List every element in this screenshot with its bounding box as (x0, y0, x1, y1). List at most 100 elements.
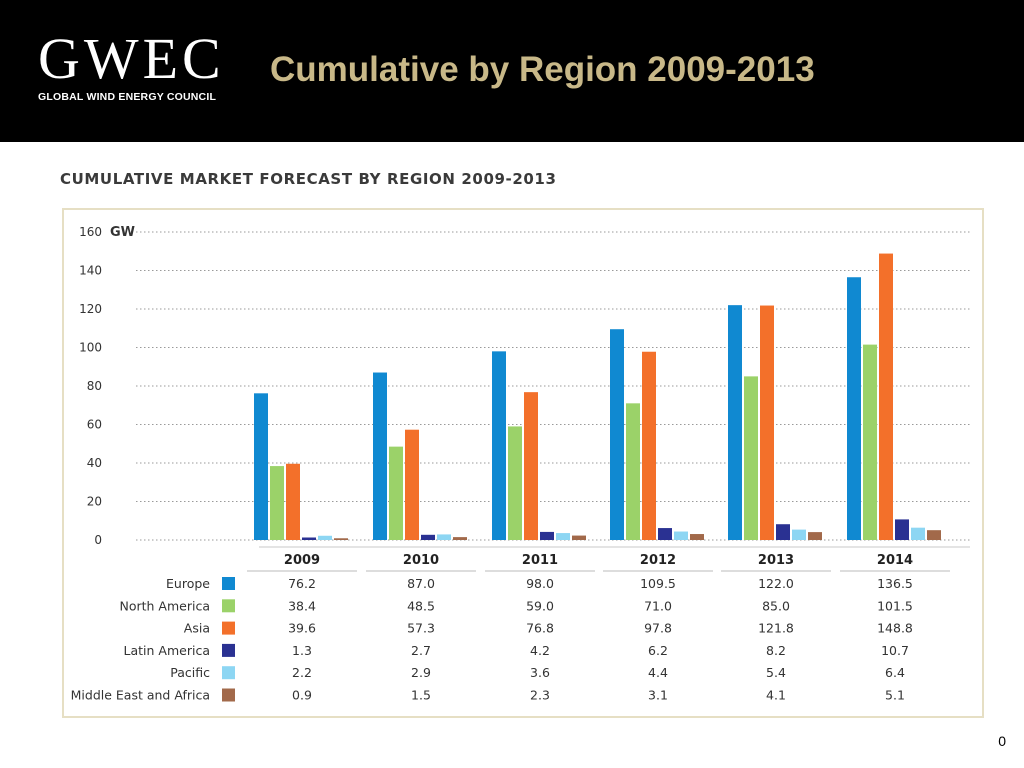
bar-middle-east-and-africa (808, 532, 822, 540)
table-cell-value: 76.2 (288, 576, 316, 591)
table-cell-value: 48.5 (407, 598, 435, 613)
table-year-header: 2011 (522, 553, 558, 568)
page-number: 0 (998, 733, 1006, 749)
y-tick-label: 160 (79, 225, 102, 239)
table-cell-value: 59.0 (526, 598, 554, 613)
legend-label: North America (120, 598, 211, 613)
table-year-header: 2014 (877, 553, 913, 568)
table-cell-value: 4.4 (648, 665, 668, 680)
bar-asia (524, 392, 538, 540)
table-year-header: 2012 (640, 553, 676, 568)
table-cell-value: 0.9 (292, 688, 312, 703)
legend-swatch (222, 577, 235, 590)
chart-heading: CUMULATIVE MARKET FORECAST BY REGION 200… (60, 170, 557, 188)
table-year-header: 2010 (403, 553, 439, 568)
table-cell-value: 5.1 (885, 688, 905, 703)
legend-label: Europe (166, 576, 210, 591)
table-cell-value: 57.3 (407, 621, 435, 636)
slide-title: Cumulative by Region 2009-2013 (270, 50, 815, 89)
table-cell-value: 6.2 (648, 643, 668, 658)
table-cell-value: 122.0 (758, 576, 794, 591)
bar-pacific (911, 527, 925, 540)
bar-europe (610, 329, 624, 540)
table-cell-value: 3.1 (648, 688, 668, 703)
y-tick-label: 40 (87, 456, 102, 470)
bar-asia (286, 463, 300, 540)
table-cell-value: 3.6 (530, 665, 550, 680)
table-cell-value: 97.8 (644, 621, 672, 636)
table-cell-value: 5.4 (766, 665, 786, 680)
legend-swatch (222, 599, 235, 613)
legend-swatch (222, 666, 235, 680)
table-cell-value: 71.0 (644, 598, 672, 613)
bar-latin-america (540, 531, 554, 540)
bar-north-america (270, 466, 284, 540)
table-cell-value: 2.9 (411, 665, 431, 680)
bar-latin-america (658, 528, 672, 540)
table-cell-value: 6.4 (885, 665, 905, 680)
legend-label: Latin America (124, 643, 210, 658)
legend-label: Asia (184, 621, 210, 636)
bar-europe (847, 277, 861, 540)
y-tick-label: 0 (94, 533, 102, 547)
legend-label: Pacific (170, 665, 210, 680)
table-year-header: 2009 (284, 553, 320, 568)
table-cell-value: 4.1 (766, 688, 786, 703)
bar-latin-america (895, 519, 909, 540)
bar-middle-east-and-africa (453, 537, 467, 540)
bar-middle-east-and-africa (927, 530, 941, 540)
y-tick-label: 120 (79, 302, 102, 316)
table-cell-value: 2.3 (530, 688, 550, 703)
table-cell-value: 2.7 (411, 643, 431, 658)
bar-pacific (674, 531, 688, 540)
bar-middle-east-and-africa (572, 535, 586, 540)
table-cell-value: 8.2 (766, 643, 786, 658)
legend-swatch (222, 643, 235, 657)
bar-north-america (508, 426, 522, 540)
table-cell-value: 1.5 (411, 688, 431, 703)
bar-middle-east-and-africa (334, 538, 348, 540)
y-tick-label: 60 (87, 418, 102, 432)
table-cell-value: 85.0 (762, 598, 790, 613)
table-cell-value: 98.0 (526, 576, 554, 591)
table-cell-value: 76.8 (526, 621, 554, 636)
logo-subtitle: GLOBAL WIND ENERGY COUNCIL (38, 91, 217, 103)
bar-asia (642, 351, 656, 540)
table-cell-value: 38.4 (288, 598, 316, 613)
bar-latin-america (421, 534, 435, 540)
legend-swatch (222, 688, 235, 702)
table-cell-value: 87.0 (407, 576, 435, 591)
table-cell-value: 4.2 (530, 643, 550, 658)
table-cell-value: 39.6 (288, 621, 316, 636)
bar-north-america (744, 376, 758, 540)
gwec-logo: GWEC GLOBAL WIND ENERGY COUNCIL (38, 26, 225, 104)
bar-europe (492, 351, 506, 540)
bar-asia (405, 429, 419, 540)
bar-latin-america (302, 537, 316, 540)
bar-pacific (792, 529, 806, 540)
bar-north-america (626, 403, 640, 540)
table-cell-value: 148.8 (877, 621, 913, 636)
legend-label: Middle East and Africa (71, 688, 210, 703)
table-cell-value: 136.5 (877, 576, 913, 591)
table-cell-value: 109.5 (640, 576, 676, 591)
y-tick-label: 20 (87, 495, 102, 509)
bar-pacific (318, 535, 332, 540)
y-tick-label: 100 (79, 341, 102, 355)
legend-swatch (222, 621, 235, 635)
y-tick-label: 80 (87, 379, 102, 393)
table-cell-value: 2.2 (292, 665, 312, 680)
table-cell-value: 10.7 (881, 643, 909, 658)
chart-svg: 0 20 40 60 80 100 120 140 160 GW 2009 2010 2011 2012 2… (71, 224, 970, 703)
y-axis-label: GW (110, 225, 135, 240)
y-tick-label: 140 (79, 264, 102, 278)
bar-europe (373, 372, 387, 540)
bar-pacific (437, 534, 451, 540)
bar-latin-america (776, 524, 790, 540)
y-axis-label-bg (108, 224, 136, 240)
logo-wordmark: GWEC (38, 26, 225, 91)
bar-europe (254, 393, 268, 540)
table-cell-value: 1.3 (292, 643, 312, 658)
bar-asia (879, 253, 893, 540)
table-cell-value: 121.8 (758, 621, 794, 636)
